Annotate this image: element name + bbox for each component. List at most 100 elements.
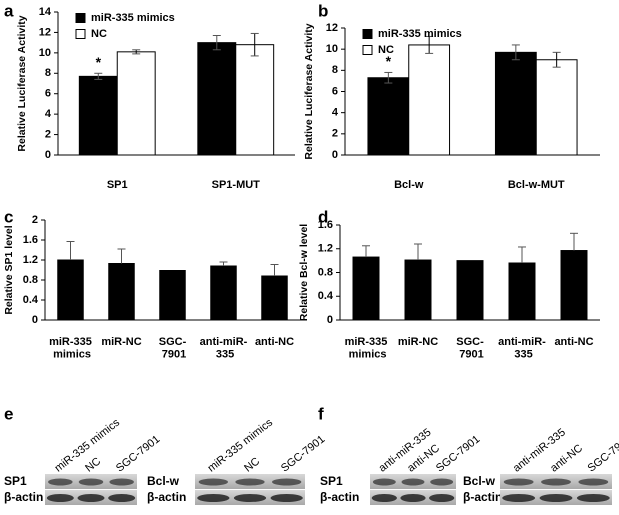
y-tick-label: 1.2 — [318, 243, 333, 255]
error-bar — [219, 261, 228, 266]
bar — [408, 44, 451, 156]
panel-label: d — [318, 207, 328, 226]
row-label: SP1 — [4, 474, 27, 488]
y-tick-label: 0 — [327, 314, 333, 326]
x-tick-label: miR-NC — [101, 336, 141, 348]
x-tick-label: SP1 — [107, 179, 128, 191]
x-tick-label: miR-335 mimics — [49, 336, 92, 361]
row-label: β-actin — [147, 490, 186, 504]
lane-label: SGC-7901 — [279, 433, 327, 474]
lane-label: SGC-7901 — [114, 433, 162, 474]
x-tick-label: anti-miR- 335 — [498, 336, 546, 361]
error-bar — [552, 51, 561, 68]
y-axis-label: Relative Luciferase Activity — [16, 15, 28, 151]
row-label: β-actin — [463, 490, 502, 504]
blot-band — [372, 478, 396, 486]
blot-band — [430, 478, 454, 486]
y-tick-label: 0.4 — [318, 290, 334, 302]
y-tick-label: 8 — [332, 64, 338, 76]
row-label: Bcl-w — [147, 474, 180, 488]
error-bar — [132, 49, 141, 55]
bar — [508, 262, 536, 321]
y-tick-label: 6 — [332, 85, 338, 97]
blot-band — [108, 494, 136, 502]
y-tick-label: 0 — [332, 149, 338, 161]
error-bar — [384, 71, 393, 84]
lane-label: anti-NC — [548, 442, 585, 474]
legend-swatch — [75, 13, 86, 23]
error-bar — [511, 44, 520, 61]
legend-swatch — [75, 29, 86, 39]
y-tick-label: 1.6 — [318, 219, 333, 231]
y-tick-label: 0.8 — [23, 274, 38, 286]
panel-label: c — [4, 207, 13, 226]
lane-label: SGC-7901 — [586, 433, 619, 474]
row-label: β-actin — [320, 490, 359, 504]
legend-label: NC — [378, 44, 394, 56]
y-axis-label: Relative SP1 level — [3, 225, 15, 314]
y-tick-label: 10 — [326, 43, 338, 55]
blot-band — [77, 494, 105, 502]
x-tick-label: anti-NC — [255, 336, 294, 348]
bar — [404, 259, 432, 321]
panel-label: e — [4, 404, 13, 423]
bar — [197, 42, 237, 156]
error-bar — [425, 35, 434, 54]
blot-band — [109, 478, 134, 486]
y-tick-label: 2 — [32, 214, 38, 226]
error-bar — [117, 248, 126, 264]
panel-label: f — [318, 404, 324, 423]
y-axis-label: Relative Bcl-w level — [298, 224, 310, 322]
blot-band — [429, 494, 455, 502]
error-bar — [414, 243, 422, 261]
blot-band — [46, 494, 74, 502]
lane-label: NC — [242, 455, 262, 474]
x-tick-label: SGC- 7901 — [456, 336, 484, 361]
blot-band — [503, 478, 534, 486]
x-tick-label: miR-335 mimics — [345, 336, 388, 361]
x-tick-label: Bcl-w-MUT — [508, 179, 565, 191]
blot-band — [578, 478, 609, 486]
lane-label: NC — [83, 455, 103, 474]
bar — [352, 256, 380, 321]
x-tick-label: miR-NC — [398, 336, 438, 348]
y-tick-label: 0.8 — [318, 266, 333, 278]
annotation: * — [386, 53, 392, 69]
blot-band — [576, 494, 610, 502]
blot-band — [400, 494, 426, 502]
x-tick-label: SGC- 7901 — [159, 336, 187, 361]
legend-label: NC — [91, 28, 107, 40]
legend-swatch — [362, 29, 373, 39]
legend-swatch — [362, 45, 373, 55]
y-tick-label: 1.2 — [23, 254, 38, 266]
y-tick-label: 0 — [45, 149, 51, 161]
row-label: SP1 — [320, 474, 343, 488]
lane-label: miR-335 mimics — [206, 416, 276, 474]
bar — [78, 75, 118, 156]
blot-band — [233, 494, 267, 502]
y-tick-label: 4 — [45, 108, 52, 120]
row-label: β-actin — [4, 490, 43, 504]
panel-label: b — [318, 1, 328, 20]
blot-band — [541, 478, 571, 486]
y-tick-label: 2 — [45, 128, 51, 140]
blot-band — [539, 494, 573, 502]
bar — [235, 44, 275, 156]
x-tick-label: Bcl-w — [394, 179, 424, 191]
blot-band — [401, 478, 425, 486]
y-tick-label: 0.4 — [23, 294, 39, 306]
bar — [535, 59, 578, 156]
y-axis-label: Relative Luciferase Activity — [303, 23, 315, 159]
y-tick-label: 0 — [32, 314, 38, 326]
annotation: * — [96, 54, 102, 70]
bar — [159, 270, 186, 321]
y-tick-label: 12 — [39, 26, 51, 38]
error-bar — [570, 232, 578, 251]
bar — [494, 51, 537, 156]
y-tick-label: 12 — [326, 22, 338, 34]
bar — [456, 260, 484, 321]
y-tick-label: 2 — [332, 128, 338, 140]
blot-band — [270, 494, 303, 502]
legend-label: miR-335 mimics — [378, 28, 462, 40]
